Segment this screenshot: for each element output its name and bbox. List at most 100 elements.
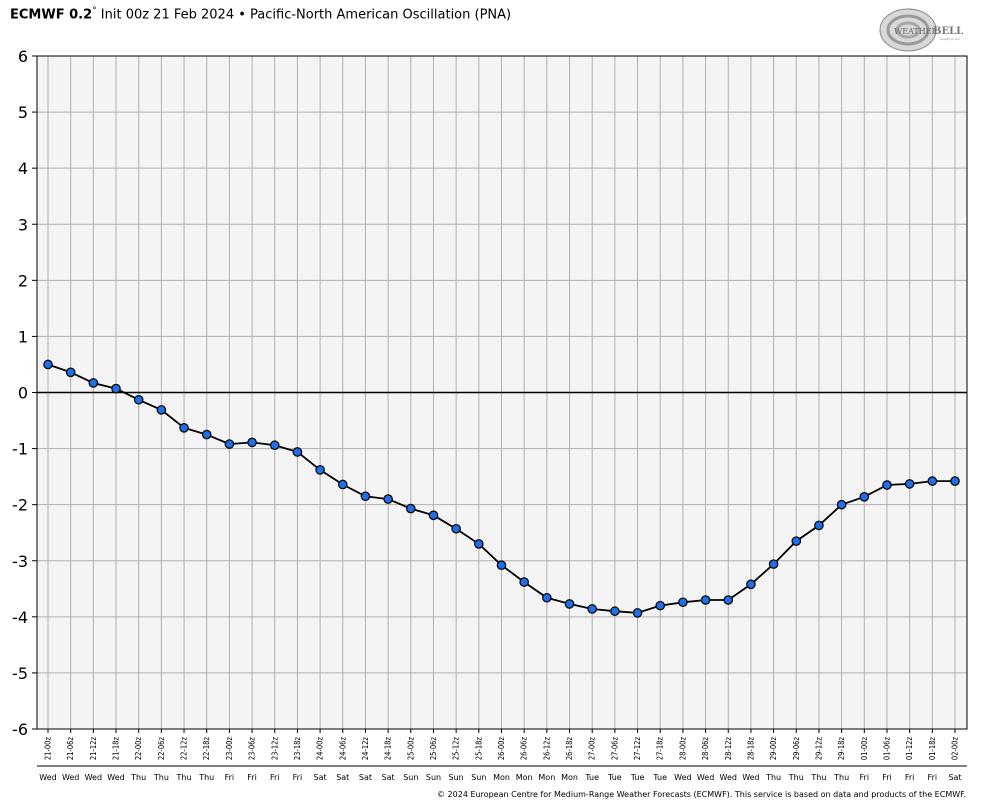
data-point	[315, 465, 325, 475]
data-point	[496, 560, 507, 571]
x-tick-label: 25-00z	[406, 737, 415, 761]
x-tick-label: 21-18z	[112, 737, 121, 761]
x-tick-label: 29-00z	[769, 737, 778, 761]
data-point	[360, 491, 371, 502]
x-day-label: Thu	[198, 773, 214, 782]
data-point	[179, 423, 189, 433]
y-tick-label: -1	[12, 440, 28, 459]
x-tick-label: 01-12z	[905, 737, 914, 761]
x-tick-label: 28-00z	[678, 737, 687, 761]
y-tick-label: 5	[18, 103, 28, 122]
x-day-label: Sat	[336, 773, 349, 782]
logo-text-bell: BELL	[933, 26, 963, 37]
x-day-label: Fri	[860, 773, 870, 782]
x-tick-label: 22-06z	[157, 737, 166, 761]
data-point	[746, 579, 756, 590]
x-tick-label: 28-18z	[746, 737, 755, 761]
pna-series-points	[43, 359, 960, 618]
x-tick-label: 29-18z	[837, 737, 846, 761]
x-tick-label: 24-18z	[384, 737, 393, 761]
x-tick-label: 23-00z	[225, 737, 234, 761]
y-axis-ticks: 6 5 4 3 2 1 0 -1 -2 -3 -4 -5 -6	[12, 47, 37, 739]
data-point	[950, 476, 960, 486]
data-point	[859, 492, 870, 502]
data-point	[519, 577, 529, 587]
x-tick-label: 23-18z	[293, 737, 302, 761]
x-day-label: Thu	[810, 773, 826, 782]
x-tick-label: 24-12z	[361, 737, 370, 761]
x-tick-label: 26-12z	[542, 737, 551, 761]
x-tick-label: 29-12z	[814, 737, 823, 761]
data-point	[814, 520, 824, 531]
y-tick-label: -5	[12, 664, 28, 683]
x-tick-label: 01-06z	[882, 737, 891, 761]
data-point	[678, 597, 688, 608]
x-day-label: Fri	[293, 773, 303, 782]
data-point	[383, 494, 393, 504]
x-day-label: Fri	[225, 773, 235, 782]
x-day-label: Fri	[247, 773, 257, 782]
x-day-label: Fri	[270, 773, 280, 782]
x-day-label: Tue	[607, 773, 622, 782]
horizontal-gridlines	[37, 55, 967, 730]
x-tick-label: 24-06z	[338, 737, 347, 761]
y-tick-label: 6	[18, 47, 28, 66]
y-tick-label: 2	[18, 271, 28, 290]
x-day-label: Wed	[85, 773, 102, 782]
data-point	[405, 503, 416, 514]
y-tick-label: 1	[18, 327, 28, 346]
x-tick-label: 27-12z	[633, 737, 642, 761]
y-tick-label: -6	[12, 720, 28, 739]
data-point	[156, 405, 167, 415]
data-point	[700, 595, 711, 605]
x-day-label: Mon	[561, 773, 578, 782]
x-tick-label: 24-00z	[316, 737, 325, 761]
x-day-label: Tue	[652, 773, 667, 782]
data-point	[247, 437, 257, 448]
chart-header: ECMWF 0.2° Init 00z 21 Feb 2024 • Pacifi…	[10, 6, 511, 22]
data-point	[610, 606, 620, 617]
x-tick-label: 22-00z	[134, 737, 143, 761]
degree-symbol: °	[92, 6, 97, 16]
x-day-label: Wed	[62, 773, 79, 782]
x-tick-label: 27-06z	[610, 737, 619, 761]
x-tick-label: 25-18z	[474, 737, 483, 761]
data-point	[836, 499, 847, 510]
logo-text-sub: Analytics LLC	[940, 37, 960, 41]
x-day-label: Wed	[697, 773, 714, 782]
x-tick-label: 23-06z	[248, 737, 257, 761]
x-tick-label: 25-06z	[429, 737, 438, 761]
data-point	[337, 479, 348, 490]
data-point	[65, 367, 76, 378]
copyright-notice: © 2024 European Centre for Medium-Range …	[437, 790, 966, 799]
y-tick-label: 0	[18, 384, 28, 403]
x-day-label: Fri	[905, 773, 915, 782]
x-tick-label: 27-00z	[588, 737, 597, 761]
x-tick-label: 02-00z	[951, 737, 960, 761]
x-axis-ticks: 21-00z 21-06z 21-12z 21-18z 22-00z 22-06z 22-1…	[44, 729, 960, 760]
data-point	[111, 383, 121, 394]
y-tick-label: 4	[18, 159, 28, 178]
x-tick-label: 27-18z	[656, 737, 665, 761]
data-point	[542, 592, 552, 603]
data-point	[882, 480, 892, 490]
x-day-label: Thu	[153, 773, 169, 782]
x-day-label: Mon	[493, 773, 510, 782]
x-day-label: Fri	[882, 773, 892, 782]
x-day-label: Thu	[176, 773, 192, 782]
x-tick-label: 23-12z	[270, 737, 279, 761]
data-point	[224, 439, 235, 449]
x-tick-label: 28-06z	[701, 737, 710, 761]
logo-text-weather: WEATHER	[894, 27, 939, 36]
x-day-label: Tue	[584, 773, 599, 782]
x-day-label: Wed	[674, 773, 691, 782]
x-day-label: Sun	[403, 773, 418, 782]
data-point	[927, 476, 938, 486]
x-day-label: Mon	[516, 773, 533, 782]
x-tick-label: 26-00z	[497, 737, 506, 761]
x-day-label: Wed	[720, 773, 737, 782]
x-tick-label: 01-00z	[860, 737, 869, 761]
data-point	[791, 536, 802, 546]
x-tick-label: 22-18z	[202, 737, 211, 761]
x-day-label: Sun	[449, 773, 464, 782]
